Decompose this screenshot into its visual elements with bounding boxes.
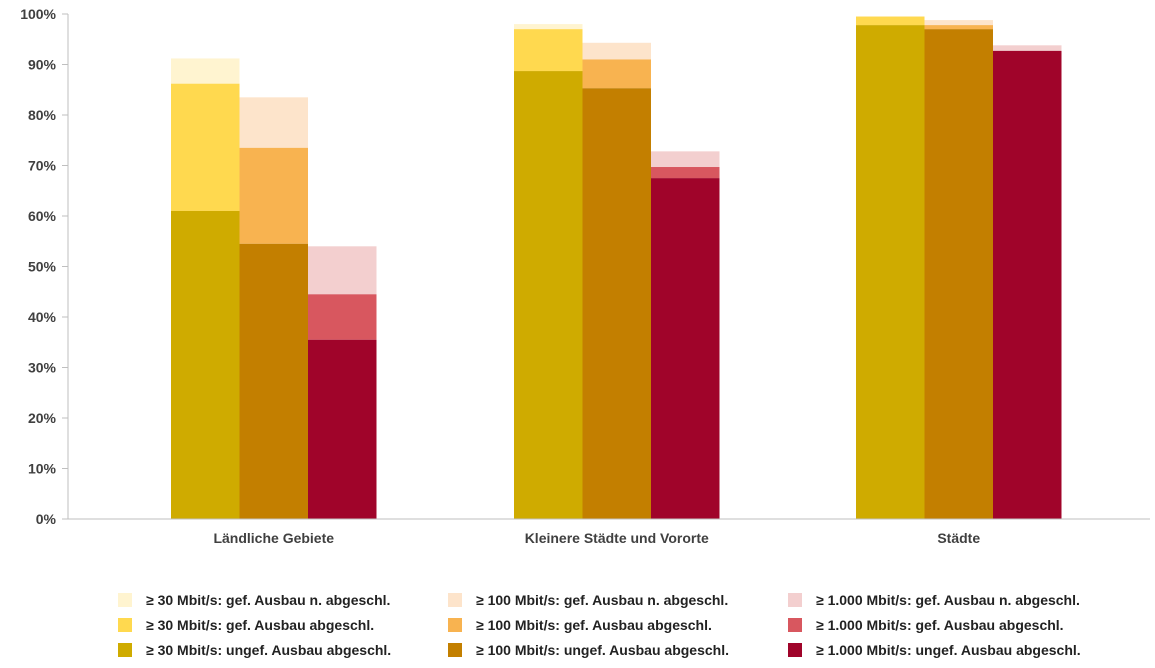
bar-segment-gef-n-abgeschl — [651, 151, 720, 168]
bar-segment-gef-n-abgeschl — [308, 246, 377, 295]
legend-label: ≥ 100 Mbit/s: gef. Ausbau n. abgeschl. — [476, 591, 729, 608]
bar-segment-ungef-abgeschl — [651, 178, 720, 519]
stacked-bar-chart: 0% 10% 20% 30% 40% 50% 60% 70% 80% 90% 100% Ländli… — [20, 6, 1150, 546]
bar-segment-gef-n-abgeschl — [239, 97, 308, 148]
legend-swatch — [788, 592, 802, 607]
y-tick-label: 70% — [28, 158, 57, 174]
bar-segment-ungef-abgeschl — [171, 210, 240, 519]
y-tick-label: 40% — [28, 309, 57, 325]
y-tick-label: 60% — [28, 208, 57, 224]
x-axis: Ländliche Gebiete Kleinere Städte und Vor… — [68, 518, 1150, 546]
legend-label: ≥ 1.000 Mbit/s: ungef. Ausbau abgeschl. — [816, 641, 1081, 658]
category-label: Ländliche Gebiete — [213, 530, 334, 546]
bar-segment-gef-n-abgeschl — [924, 20, 993, 26]
category-group — [856, 16, 1062, 520]
bar-groups — [171, 16, 1062, 520]
legend-swatch — [448, 642, 462, 657]
y-tick-label: 30% — [28, 360, 57, 376]
legend-item: ≥ 1.000 Mbit/s: gef. Ausbau n. abgeschl. — [788, 592, 1148, 608]
legend-swatch — [118, 617, 132, 632]
bar-segment-gef-abgeschl — [924, 25, 993, 30]
legend-swatch — [118, 642, 132, 657]
bar-segment-ungef-abgeschl — [514, 71, 583, 519]
legend-swatch — [118, 592, 132, 607]
legend-label: ≥ 100 Mbit/s: ungef. Ausbau abgeschl. — [476, 641, 729, 658]
legend-item: ≥ 30 Mbit/s: gef. Ausbau abgeschl. — [118, 617, 448, 633]
bar-segment-ungef-abgeschl — [308, 339, 377, 519]
y-tick-label: 80% — [28, 107, 57, 123]
bar-segment-gef-n-abgeschl — [993, 45, 1062, 51]
bar-segment-gef-n-abgeschl — [171, 58, 240, 84]
bar-segment-gef-n-abgeschl — [582, 42, 651, 60]
legend-swatch — [788, 642, 802, 657]
category-group — [514, 24, 720, 520]
legend-row: ≥ 30 Mbit/s: gef. Ausbau abgeschl. ≥ 100 … — [118, 612, 1148, 637]
legend-label: ≥ 100 Mbit/s: gef. Ausbau abgeschl. — [476, 616, 712, 633]
bar-segment-ungef-abgeschl — [582, 88, 651, 520]
y-tick-label: 20% — [28, 410, 57, 426]
bar-segment-ungef-abgeschl — [924, 29, 993, 520]
category-label: Städte — [937, 530, 980, 546]
y-tick-label: 0% — [36, 511, 57, 527]
legend-item: ≥ 30 Mbit/s: gef. Ausbau n. abgeschl. — [118, 592, 448, 608]
bar-segment-gef-abgeschl — [582, 59, 651, 89]
bar-segment-gef-abgeschl — [856, 16, 925, 26]
y-tick-label: 10% — [28, 461, 57, 477]
category-label: Kleinere Städte und Vororte — [525, 530, 709, 546]
y-tick-label: 90% — [28, 57, 57, 73]
category-group — [171, 58, 377, 519]
legend-swatch — [448, 592, 462, 607]
legend-label: ≥ 30 Mbit/s: gef. Ausbau abgeschl. — [146, 616, 375, 633]
legend-label: ≥ 30 Mbit/s: ungef. Ausbau abgeschl. — [146, 641, 392, 658]
y-tick-label: 50% — [28, 259, 57, 275]
bar-segment-ungef-abgeschl — [856, 25, 925, 520]
y-tick-label: 100% — [20, 6, 56, 22]
chart-legend: ≥ 30 Mbit/s: gef. Ausbau n. abgeschl. ≥ 1… — [118, 587, 1148, 662]
legend-label: ≥ 1.000 Mbit/s: gef. Ausbau abgeschl. — [816, 616, 1064, 633]
legend-label: ≥ 1.000 Mbit/s: gef. Ausbau n. abgeschl. — [816, 591, 1080, 608]
legend-swatch — [448, 617, 462, 632]
bar-segment-ungef-abgeschl — [993, 50, 1062, 520]
legend-row: ≥ 30 Mbit/s: gef. Ausbau n. abgeschl. ≥ 1… — [118, 587, 1148, 612]
legend-item: ≥ 1.000 Mbit/s: ungef. Ausbau abgeschl. — [788, 642, 1148, 658]
y-axis: 0% 10% 20% 30% 40% 50% 60% 70% 80% 90% 100% — [20, 6, 69, 527]
legend-item: ≥ 30 Mbit/s: ungef. Ausbau abgeschl. — [118, 642, 448, 658]
legend-item: ≥ 100 Mbit/s: ungef. Ausbau abgeschl. — [448, 642, 788, 658]
bar-segment-ungef-abgeschl — [239, 243, 308, 519]
bar-segment-gef-abgeschl — [651, 167, 720, 179]
legend-swatch — [788, 617, 802, 632]
legend-label: ≥ 30 Mbit/s: gef. Ausbau n. abgeschl. — [146, 591, 391, 608]
bar-segment-gef-abgeschl — [171, 83, 240, 211]
bar-segment-gef-abgeschl — [308, 294, 377, 340]
legend-item: ≥ 100 Mbit/s: gef. Ausbau n. abgeschl. — [448, 592, 788, 608]
bar-segment-gef-n-abgeschl — [514, 24, 583, 30]
legend-row: ≥ 30 Mbit/s: ungef. Ausbau abgeschl. ≥ 10… — [118, 637, 1148, 662]
bar-segment-gef-abgeschl — [514, 29, 583, 72]
legend-item: ≥ 1.000 Mbit/s: gef. Ausbau abgeschl. — [788, 617, 1148, 633]
legend-item: ≥ 100 Mbit/s: gef. Ausbau abgeschl. — [448, 617, 788, 633]
bar-segment-gef-abgeschl — [239, 147, 308, 244]
